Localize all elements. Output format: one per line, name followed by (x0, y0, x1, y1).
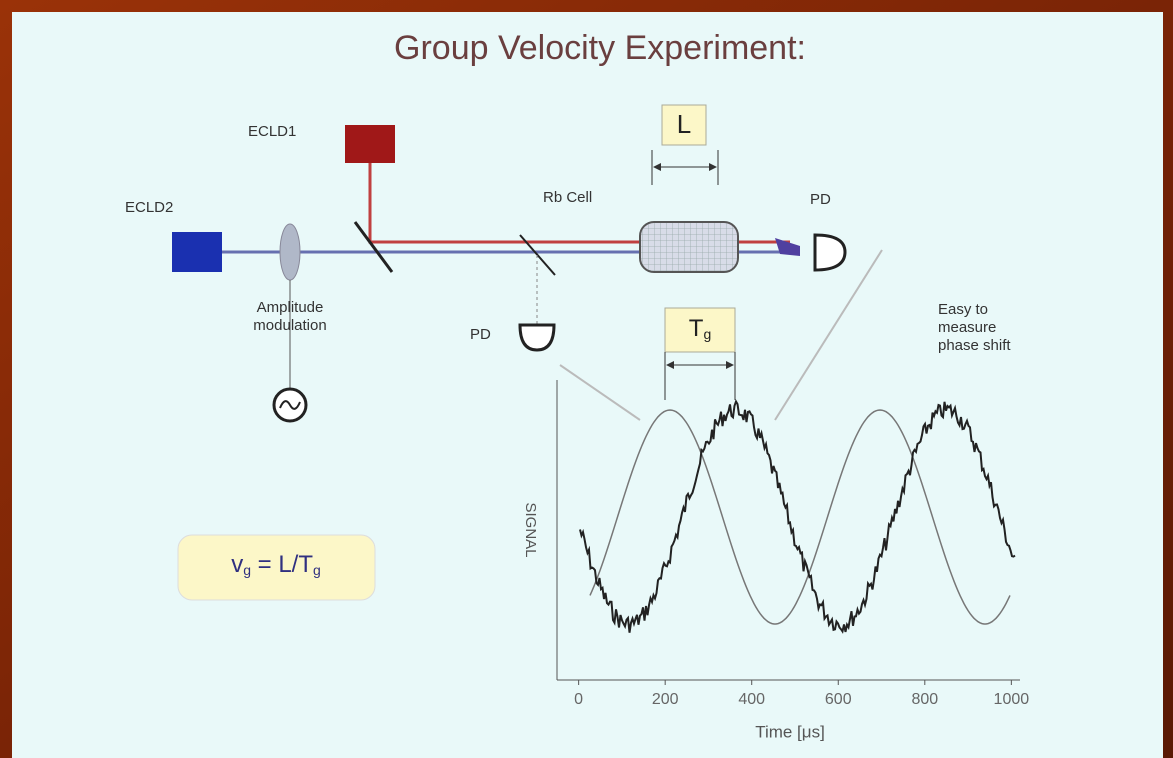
tg-sub: g (703, 326, 711, 342)
y-axis-label: SIGNAL (522, 502, 539, 557)
note: phase shift (938, 337, 1011, 354)
x-tick-label: 400 (738, 691, 765, 708)
formula-v: v (231, 551, 243, 578)
x-tick-label: 200 (652, 691, 679, 708)
ecld2-label: ECLD2 (125, 199, 173, 216)
x-tick-label: 0 (574, 691, 583, 708)
tg-label: Tg (689, 315, 711, 342)
reference-wave (589, 409, 1011, 625)
pd-main-label: PD (810, 191, 831, 208)
pd-main (813, 233, 847, 272)
formula: vg = L/Tg (231, 551, 321, 578)
title: Group Velocity Experiment: (394, 29, 806, 67)
length-label: L (677, 109, 691, 139)
ecld2-box (172, 232, 222, 272)
l-box (661, 104, 707, 146)
beam-end (775, 238, 800, 256)
modulator (279, 223, 301, 281)
x-tick-label: 600 (825, 691, 852, 708)
amp-label: Amplitude (257, 299, 324, 316)
pd-ref (518, 323, 556, 352)
mirror (353, 221, 394, 273)
formula-box (177, 534, 376, 601)
guide-line (774, 249, 883, 421)
amp-label: modulation (253, 317, 326, 334)
ecld1-label: ECLD1 (248, 123, 296, 140)
guide-line (559, 364, 641, 421)
x-axis-label: Time [μs] (755, 722, 825, 741)
plot: SIGNAL Time [μs] 0 200 400 600 800 1000 (522, 380, 1029, 741)
x-tick-label: 800 (911, 691, 938, 708)
tg-main: T (689, 315, 704, 342)
delayed-wave (579, 399, 1016, 634)
pd-ref-label: PD (470, 326, 491, 343)
x-tick-label: 1000 (994, 691, 1030, 708)
rb-cell-label: Rb Cell (543, 189, 592, 206)
rb-cell (639, 221, 739, 273)
formula-eq: = L/T (251, 551, 313, 578)
note: measure (938, 319, 996, 336)
osc-wave (279, 400, 301, 410)
formula-sub: g (243, 562, 251, 578)
ecld1-box (345, 125, 395, 163)
tg-box (664, 307, 736, 353)
formula-sub: g (313, 562, 321, 578)
note: Easy to (938, 301, 988, 318)
